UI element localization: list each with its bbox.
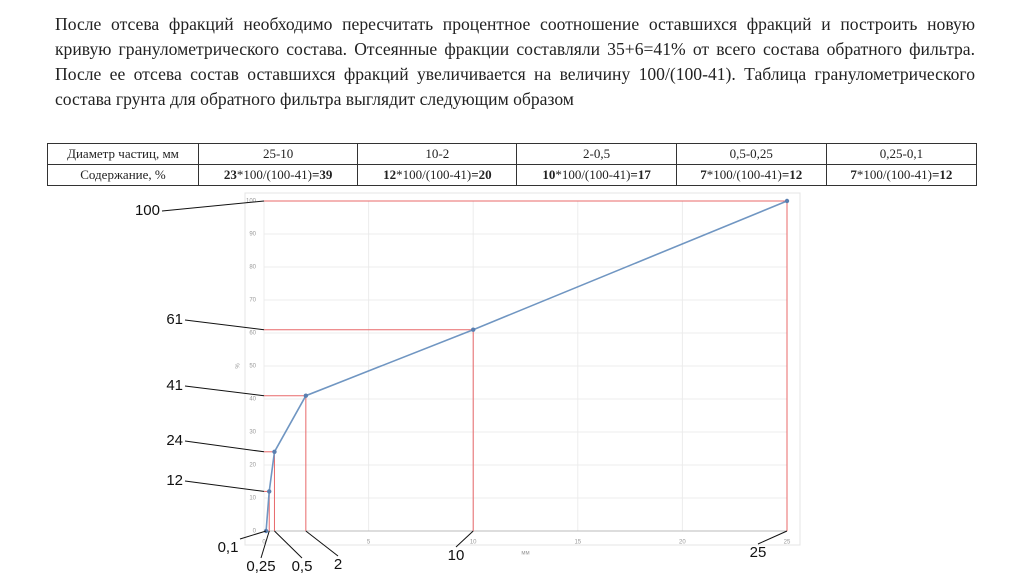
cell-part: =12 [781, 167, 803, 182]
callout-leader [239, 530, 267, 540]
x-callout: 2 [334, 556, 342, 573]
line [265, 200, 788, 532]
callout-leader [184, 480, 265, 492]
x-tick-label: 10 [470, 540, 477, 546]
row-label: Содержание, % [47, 164, 199, 186]
header-cell: Диаметр частиц, мм [47, 143, 199, 165]
x-callout: 0,5 [292, 558, 313, 574]
cell-part: 10 [542, 167, 556, 182]
callout-leader [455, 530, 474, 548]
callout-leader [184, 440, 265, 453]
cell-part: =39 [311, 167, 333, 182]
content-cell: 23*100/(100-41)=39 [197, 164, 359, 186]
cell-part: 7 [850, 167, 857, 182]
y-callout: 61 [166, 311, 183, 328]
content-cell: 12*100/(100-41)=20 [357, 164, 518, 186]
x-callout: 0,25 [246, 558, 275, 574]
y-tick-label: 20 [249, 463, 256, 469]
callout-leader [305, 530, 339, 557]
callout-leader [184, 319, 265, 331]
x-tick-label: 20 [679, 540, 686, 546]
content-cell: 7*100/(100-41)=12 [825, 164, 978, 186]
point [303, 393, 309, 398]
x-tick-label: 15 [574, 540, 581, 546]
y-tick-label: 40 [249, 397, 256, 403]
y-callout: 100 [135, 202, 160, 219]
point [784, 198, 790, 204]
x-tick-label: 5 [367, 540, 371, 546]
point [471, 327, 476, 332]
callout-leader [757, 530, 788, 545]
header-row: Диаметр частиц, мм 25-10 10-2 2-0,5 0,5-0,25… [47, 143, 978, 165]
y-callout: 12 [166, 472, 183, 489]
y-tick-label: 10 [249, 496, 256, 502]
x-tick-label: 25 [784, 540, 791, 546]
y-tick-label: 50 [249, 364, 256, 370]
y-tick-label: 60 [249, 331, 256, 337]
callout-leader [184, 385, 265, 397]
cell-part: *100/(100-41) [706, 167, 782, 182]
y-axis-label: % [236, 363, 242, 369]
point [272, 449, 277, 454]
table: Диаметр частиц, мм 25-10 10-2 2-0,5 0,5-0,25… [47, 143, 978, 186]
y-tick-label: 70 [249, 298, 256, 304]
cell-part: =17 [630, 167, 651, 182]
cell-part: 23 [223, 167, 237, 182]
point [267, 489, 272, 494]
paragraph: После отсева фракций необходимо пересчит… [55, 14, 975, 109]
cell-part: *100/(100-41) [236, 167, 312, 182]
cell-part: 12 [383, 167, 397, 182]
content-cell: 10*100/(100-41)=17 [516, 164, 677, 186]
y-tick-label: 0 [253, 529, 257, 535]
y-tick-label: 30 [249, 430, 256, 436]
y-callout: 24 [166, 432, 183, 449]
callout-leader [274, 530, 303, 559]
cell-part: =20 [471, 167, 492, 182]
y-tick-label: 80 [249, 265, 256, 271]
x-callout: 25 [750, 544, 767, 561]
cell-part: *100/(100-41) [856, 167, 932, 182]
y-tick-label: 90 [249, 232, 256, 238]
x-axis-label: мм [521, 551, 529, 557]
y-callout: 41 [166, 377, 183, 394]
content-cell: 7*100/(100-41)=12 [675, 164, 827, 186]
x-callout: 0,1 [218, 539, 239, 556]
y-tick-label: 100 [246, 199, 257, 205]
x-tick-label: 0 [262, 540, 266, 546]
cell-part: 7 [700, 167, 707, 182]
cell-part: *100/(100-41) [555, 167, 631, 182]
cell-part: =12 [932, 167, 953, 182]
x-callout: 10 [448, 547, 465, 564]
callout-leader [161, 200, 265, 212]
cell-part: *100/(100-41) [396, 167, 472, 182]
callout-leader [260, 530, 270, 559]
content-row: Содержание, % 23*100/(100-41)=39 12*100/(1… [47, 164, 978, 186]
plot-frame [244, 192, 801, 546]
